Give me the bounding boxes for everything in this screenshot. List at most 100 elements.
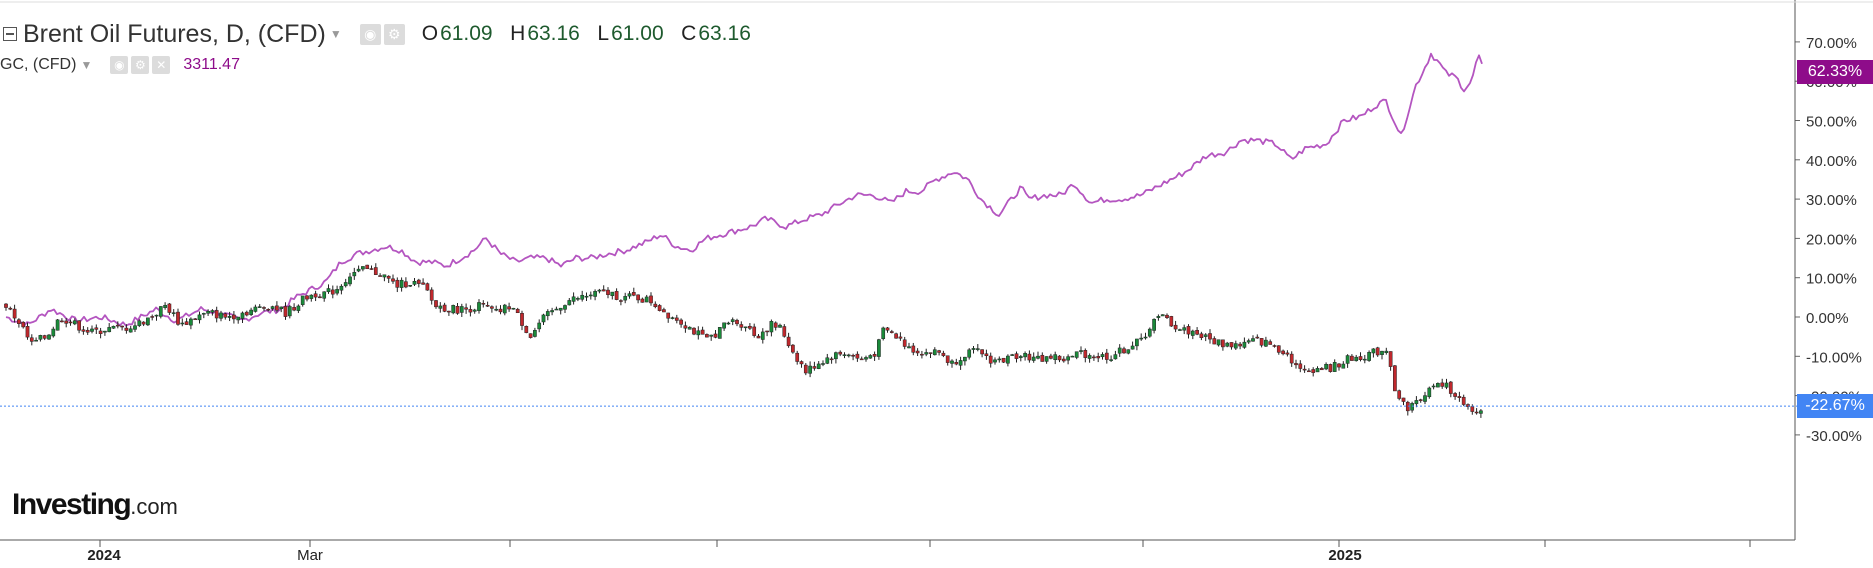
candle-body — [64, 320, 69, 324]
candle-body — [1238, 343, 1242, 347]
candle-body — [653, 303, 658, 307]
candle-body — [627, 293, 632, 297]
candle-body — [244, 311, 249, 316]
x-tick-label: 2024 — [87, 547, 121, 564]
candle — [171, 309, 176, 317]
candle-body — [399, 279, 404, 288]
candle — [670, 316, 675, 320]
candle-body — [619, 300, 623, 302]
candle — [889, 329, 894, 334]
eye-icon[interactable]: ◉ — [359, 23, 381, 45]
candle — [502, 303, 507, 316]
candle-body — [511, 307, 516, 310]
candle — [1479, 409, 1483, 418]
gear-icon[interactable]: ⚙ — [131, 56, 150, 74]
candle — [984, 349, 989, 360]
candle-body — [610, 291, 615, 296]
candle — [971, 345, 976, 354]
gc-series-title[interactable]: GC, (CFD) — [0, 56, 77, 73]
candle — [404, 277, 408, 289]
candle — [601, 285, 606, 292]
candle — [300, 295, 305, 307]
candle-body — [1251, 338, 1255, 342]
candle — [812, 361, 817, 371]
gear-icon[interactable]: ⚙ — [383, 23, 405, 45]
candle-body — [674, 317, 679, 321]
chevron-down-icon[interactable]: ▼ — [80, 58, 93, 72]
candle-body — [1057, 355, 1062, 361]
candle-body — [1479, 410, 1483, 414]
candle-body — [1018, 356, 1023, 359]
candle — [640, 297, 645, 303]
candle-body — [541, 314, 546, 323]
candle-body — [1100, 354, 1105, 358]
candle — [1367, 350, 1371, 362]
candle — [309, 294, 314, 302]
candle-body — [1319, 368, 1324, 371]
candle — [356, 265, 361, 273]
candle-body — [171, 312, 176, 314]
candle — [34, 337, 38, 342]
candle — [554, 306, 559, 311]
candle — [619, 299, 623, 306]
candle — [68, 319, 73, 326]
candle — [988, 352, 993, 368]
candle-body — [834, 352, 838, 360]
candle-body — [1423, 395, 1427, 402]
candle-body — [829, 358, 834, 361]
candle — [1242, 337, 1247, 349]
brent-price-tag: -22.67% — [1797, 394, 1873, 419]
candle-body — [507, 306, 511, 310]
candle-body — [412, 281, 417, 285]
candle-body — [1165, 314, 1169, 318]
candle-body — [662, 309, 666, 313]
candle — [1126, 349, 1131, 355]
candle — [563, 304, 567, 313]
candle-body — [1440, 382, 1445, 387]
chevron-down-icon[interactable]: ▼ — [329, 27, 342, 41]
candle — [855, 351, 860, 362]
close-icon[interactable]: ✕ — [152, 56, 171, 74]
candle — [851, 353, 855, 361]
candle-body — [369, 268, 374, 270]
candle-body — [825, 357, 830, 364]
candle-body — [1414, 400, 1419, 405]
candle — [490, 305, 494, 313]
candle-body — [550, 310, 554, 313]
candle — [1418, 398, 1423, 403]
candle-body — [920, 353, 924, 356]
candle-body — [1474, 411, 1479, 414]
candle — [464, 303, 468, 314]
eye-icon[interactable]: ◉ — [110, 56, 129, 74]
candle-body — [1470, 406, 1475, 412]
candle — [868, 354, 873, 359]
candle-body — [240, 312, 245, 319]
candle — [773, 321, 778, 331]
candle — [8, 306, 13, 311]
candle — [877, 338, 881, 360]
candle-body — [137, 320, 142, 326]
candle-body — [472, 309, 477, 312]
candle — [932, 347, 937, 356]
candle-body — [1156, 316, 1161, 318]
candle-body — [1087, 355, 1092, 359]
candle — [924, 348, 929, 357]
collapse-icon[interactable] — [3, 27, 17, 41]
candle — [507, 302, 511, 312]
candle-body — [485, 305, 490, 307]
candle — [1173, 320, 1178, 333]
candle-body — [455, 306, 460, 314]
series-title[interactable]: Brent Oil Futures, D, (CFD) — [23, 19, 326, 48]
candle — [1104, 348, 1109, 364]
candle-body — [279, 306, 284, 310]
candle — [1208, 329, 1212, 344]
candle-body — [1031, 356, 1036, 361]
candle — [163, 302, 167, 310]
candle-body — [1246, 340, 1251, 343]
candle — [292, 303, 296, 312]
candle — [1264, 336, 1268, 347]
candle — [72, 318, 77, 326]
candle — [730, 317, 735, 326]
candle — [911, 342, 916, 356]
